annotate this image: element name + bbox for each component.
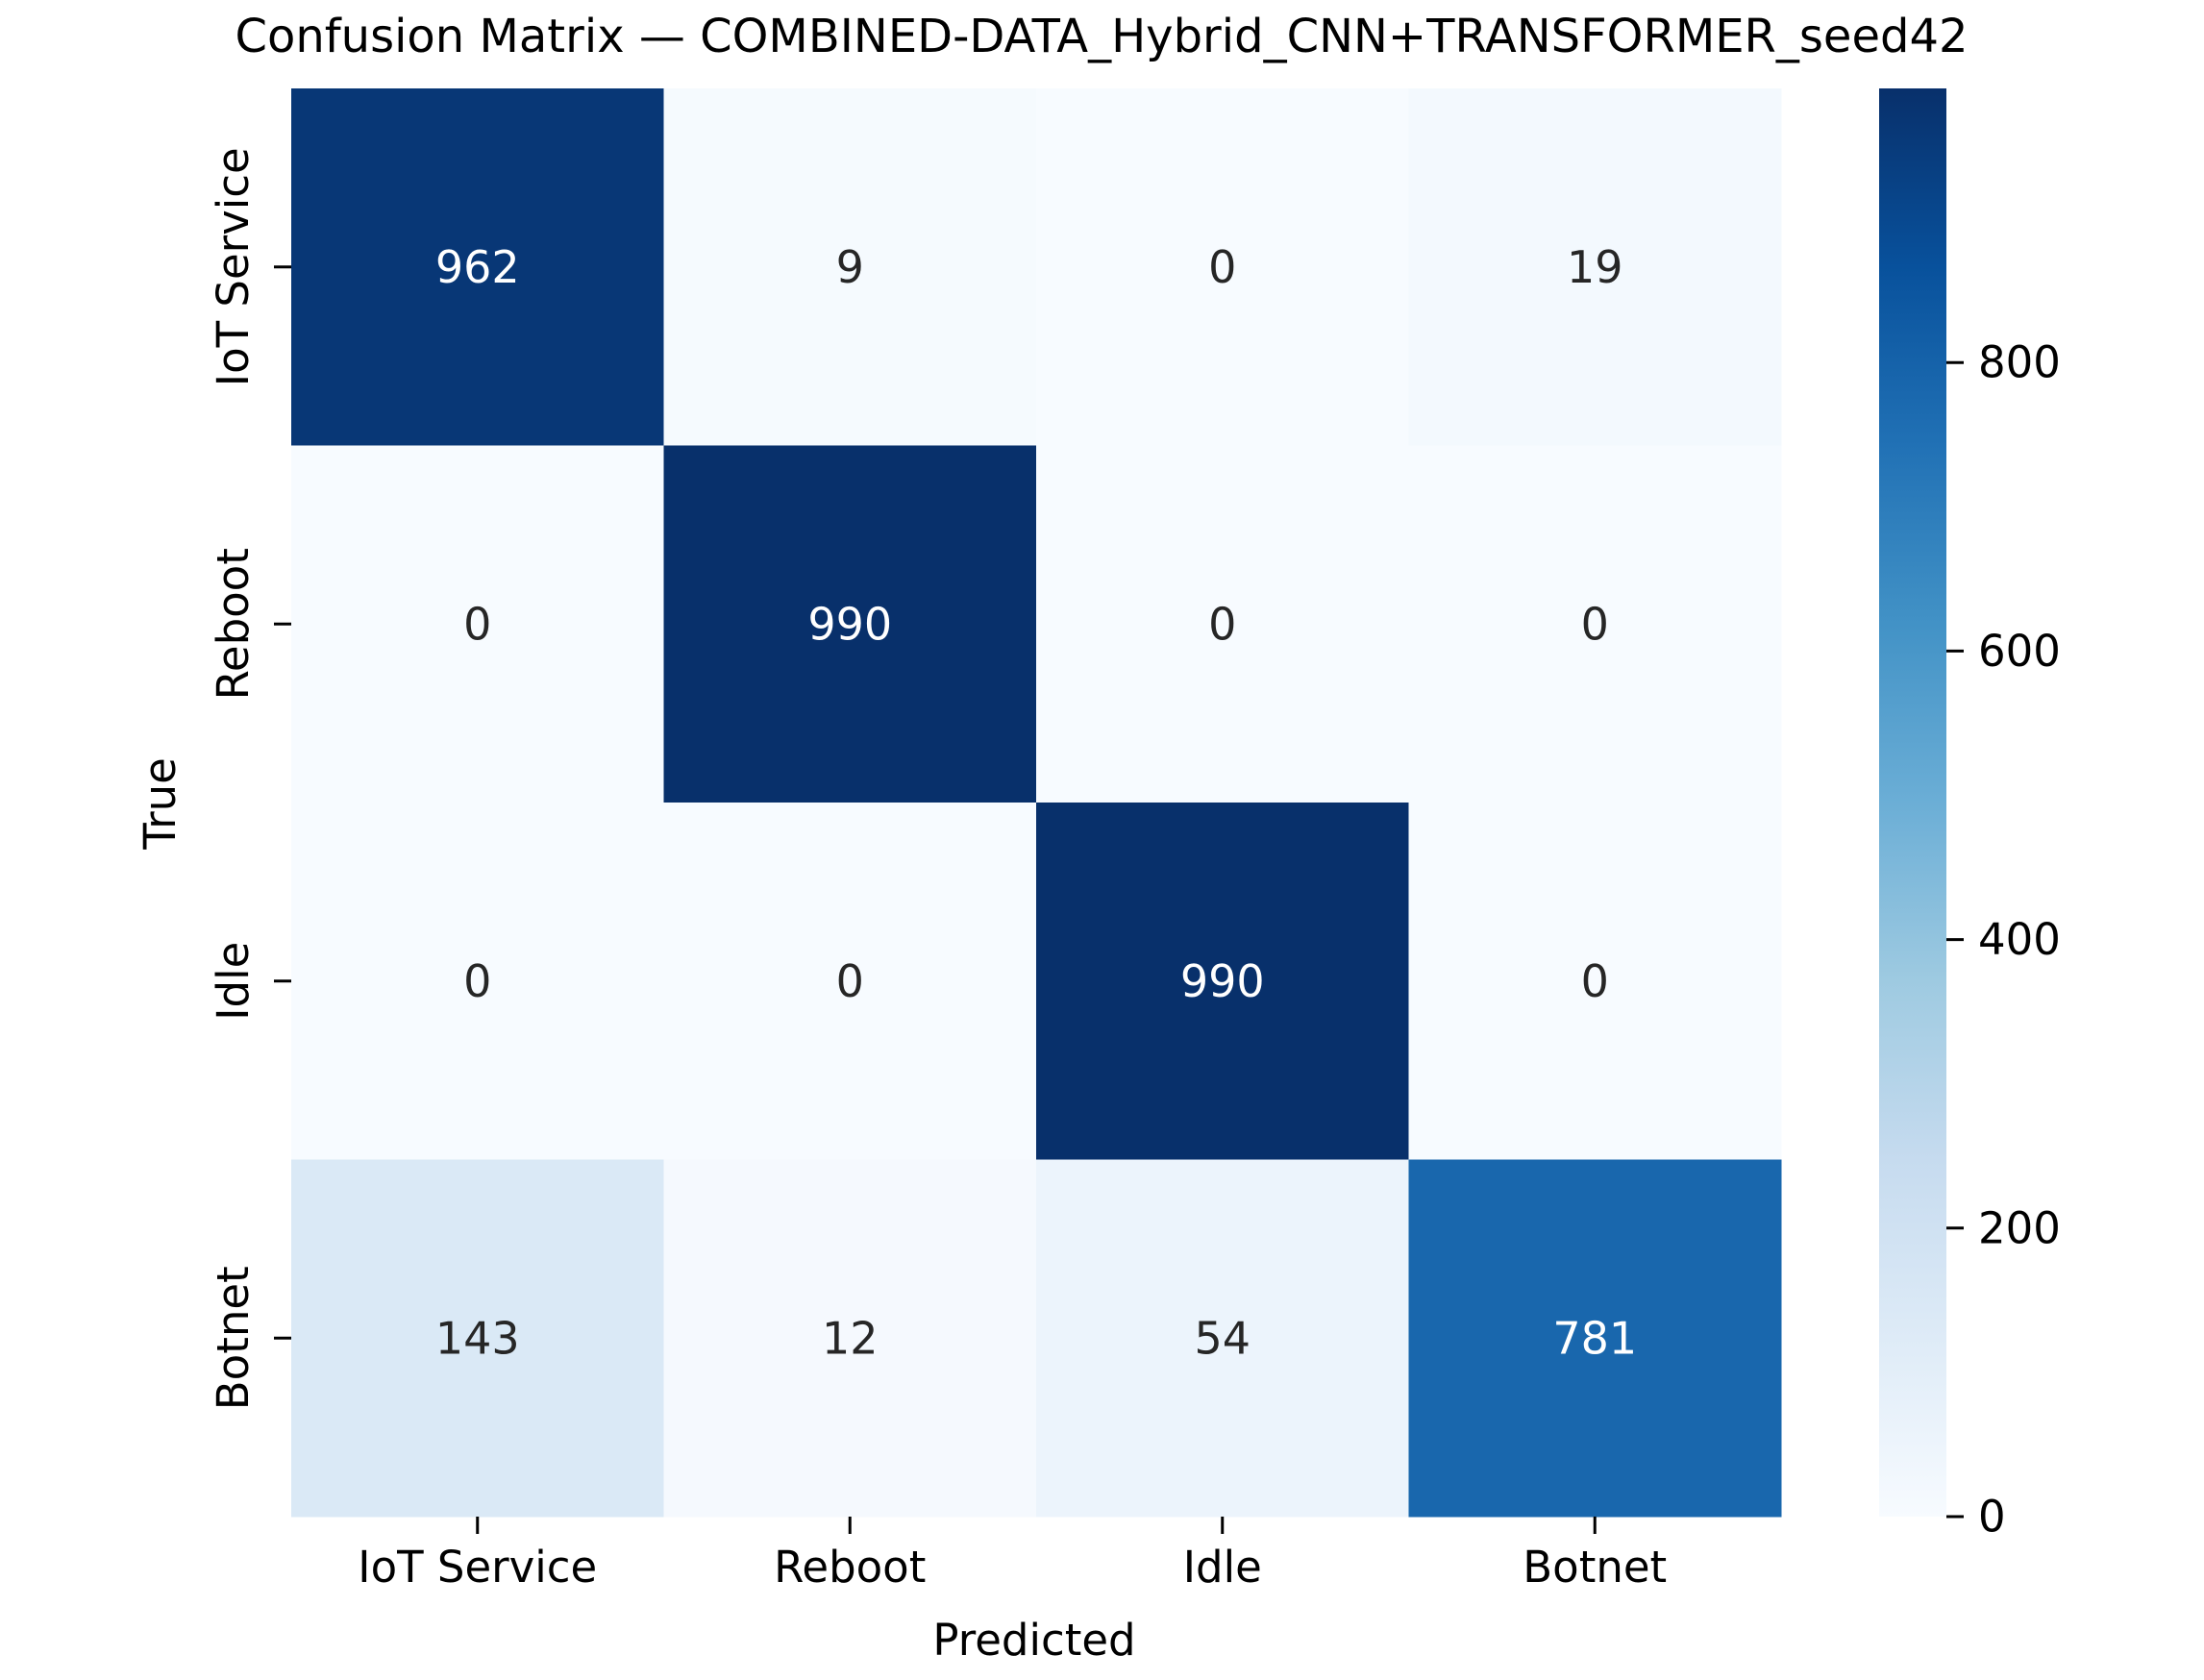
x-tick-label: IoT Service bbox=[358, 1542, 597, 1593]
y-tick-label: Botnet bbox=[208, 1266, 259, 1410]
colorbar-tick-label: 600 bbox=[1978, 626, 2061, 677]
colorbar-ticks: 0 200 400 600 800 bbox=[1946, 337, 2061, 1543]
cell-value-label: 0 bbox=[463, 955, 491, 1007]
heatmap-cell bbox=[1408, 803, 1782, 1160]
heatmap-cells bbox=[291, 88, 1782, 1518]
cell-value-label: 0 bbox=[836, 955, 864, 1007]
cell-value-label: 19 bbox=[1567, 241, 1623, 293]
chart-title: Confusion Matrix — COMBINED-DATA_Hybrid_… bbox=[235, 10, 1968, 63]
heatmap-cell bbox=[663, 803, 1037, 1160]
heatmap-cell bbox=[663, 1159, 1037, 1518]
cell-value-label: 143 bbox=[435, 1312, 520, 1364]
colorbar-tick-label: 400 bbox=[1978, 914, 2061, 965]
y-tick-label: Reboot bbox=[208, 548, 259, 700]
cell-value-label: 0 bbox=[1208, 598, 1236, 650]
cell-labels: 962 9 0 19 0 990 0 0 0 0 990 0 143 12 54 781 bbox=[435, 241, 1637, 1365]
heatmap-cell bbox=[1408, 1159, 1782, 1518]
y-tick-label: IoT Service bbox=[208, 147, 259, 386]
cell-value-label: 781 bbox=[1552, 1312, 1637, 1364]
colorbar-tick-label: 0 bbox=[1978, 1492, 2006, 1543]
heatmap-cell bbox=[1036, 445, 1409, 803]
cell-value-label: 0 bbox=[1581, 955, 1609, 1007]
y-axis-ticks: IoT Service Reboot Idle Botnet bbox=[208, 147, 291, 1410]
colorbar bbox=[1879, 88, 1946, 1517]
heatmap-cell bbox=[291, 1159, 664, 1518]
x-axis-label: Predicted bbox=[932, 1615, 1135, 1666]
heatmap-cell bbox=[291, 803, 664, 1160]
y-axis-label: True bbox=[135, 757, 186, 851]
heatmap-cell bbox=[1408, 88, 1782, 446]
x-tick-label: Botnet bbox=[1523, 1542, 1667, 1593]
cell-value-label: 12 bbox=[822, 1312, 879, 1364]
heatmap-cell bbox=[291, 88, 664, 446]
cell-value-label: 0 bbox=[1581, 598, 1609, 650]
cell-value-label: 9 bbox=[836, 241, 864, 293]
cell-value-label: 0 bbox=[463, 598, 491, 650]
cell-value-label: 54 bbox=[1194, 1312, 1251, 1364]
heatmap-cell bbox=[1408, 445, 1782, 803]
heatmap-cell bbox=[291, 445, 664, 803]
heatmap-cell bbox=[663, 88, 1037, 446]
cell-value-label: 0 bbox=[1208, 241, 1236, 293]
cell-value-label: 990 bbox=[807, 598, 892, 650]
x-tick-label: Idle bbox=[1183, 1542, 1262, 1593]
y-tick-label: Idle bbox=[208, 942, 259, 1021]
heatmap-cell bbox=[1036, 803, 1409, 1160]
x-axis-ticks: IoT Service Reboot Idle Botnet bbox=[358, 1517, 1667, 1593]
x-tick-label: Reboot bbox=[774, 1542, 926, 1593]
heatmap-cell bbox=[1036, 88, 1409, 446]
heatmap-cell bbox=[1036, 1159, 1409, 1518]
cell-value-label: 990 bbox=[1180, 955, 1265, 1007]
cell-value-label: 962 bbox=[435, 241, 520, 293]
heatmap-cell bbox=[663, 445, 1037, 803]
colorbar-tick-label: 200 bbox=[1978, 1202, 2061, 1253]
colorbar-tick-label: 800 bbox=[1978, 337, 2061, 388]
